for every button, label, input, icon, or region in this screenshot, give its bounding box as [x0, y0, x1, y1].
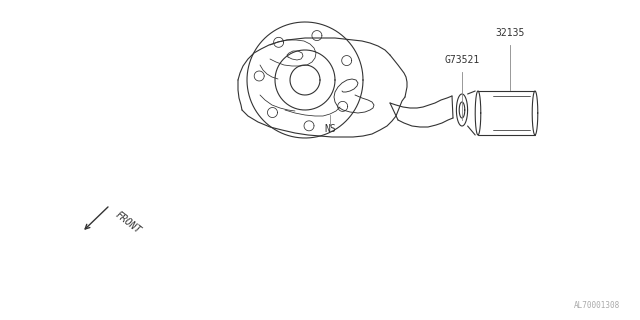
Text: NS: NS — [324, 124, 336, 134]
Text: 32135: 32135 — [495, 28, 525, 38]
Text: G73521: G73521 — [444, 55, 479, 65]
Text: FRONT: FRONT — [113, 210, 142, 236]
Text: AL70001308: AL70001308 — [573, 301, 620, 310]
